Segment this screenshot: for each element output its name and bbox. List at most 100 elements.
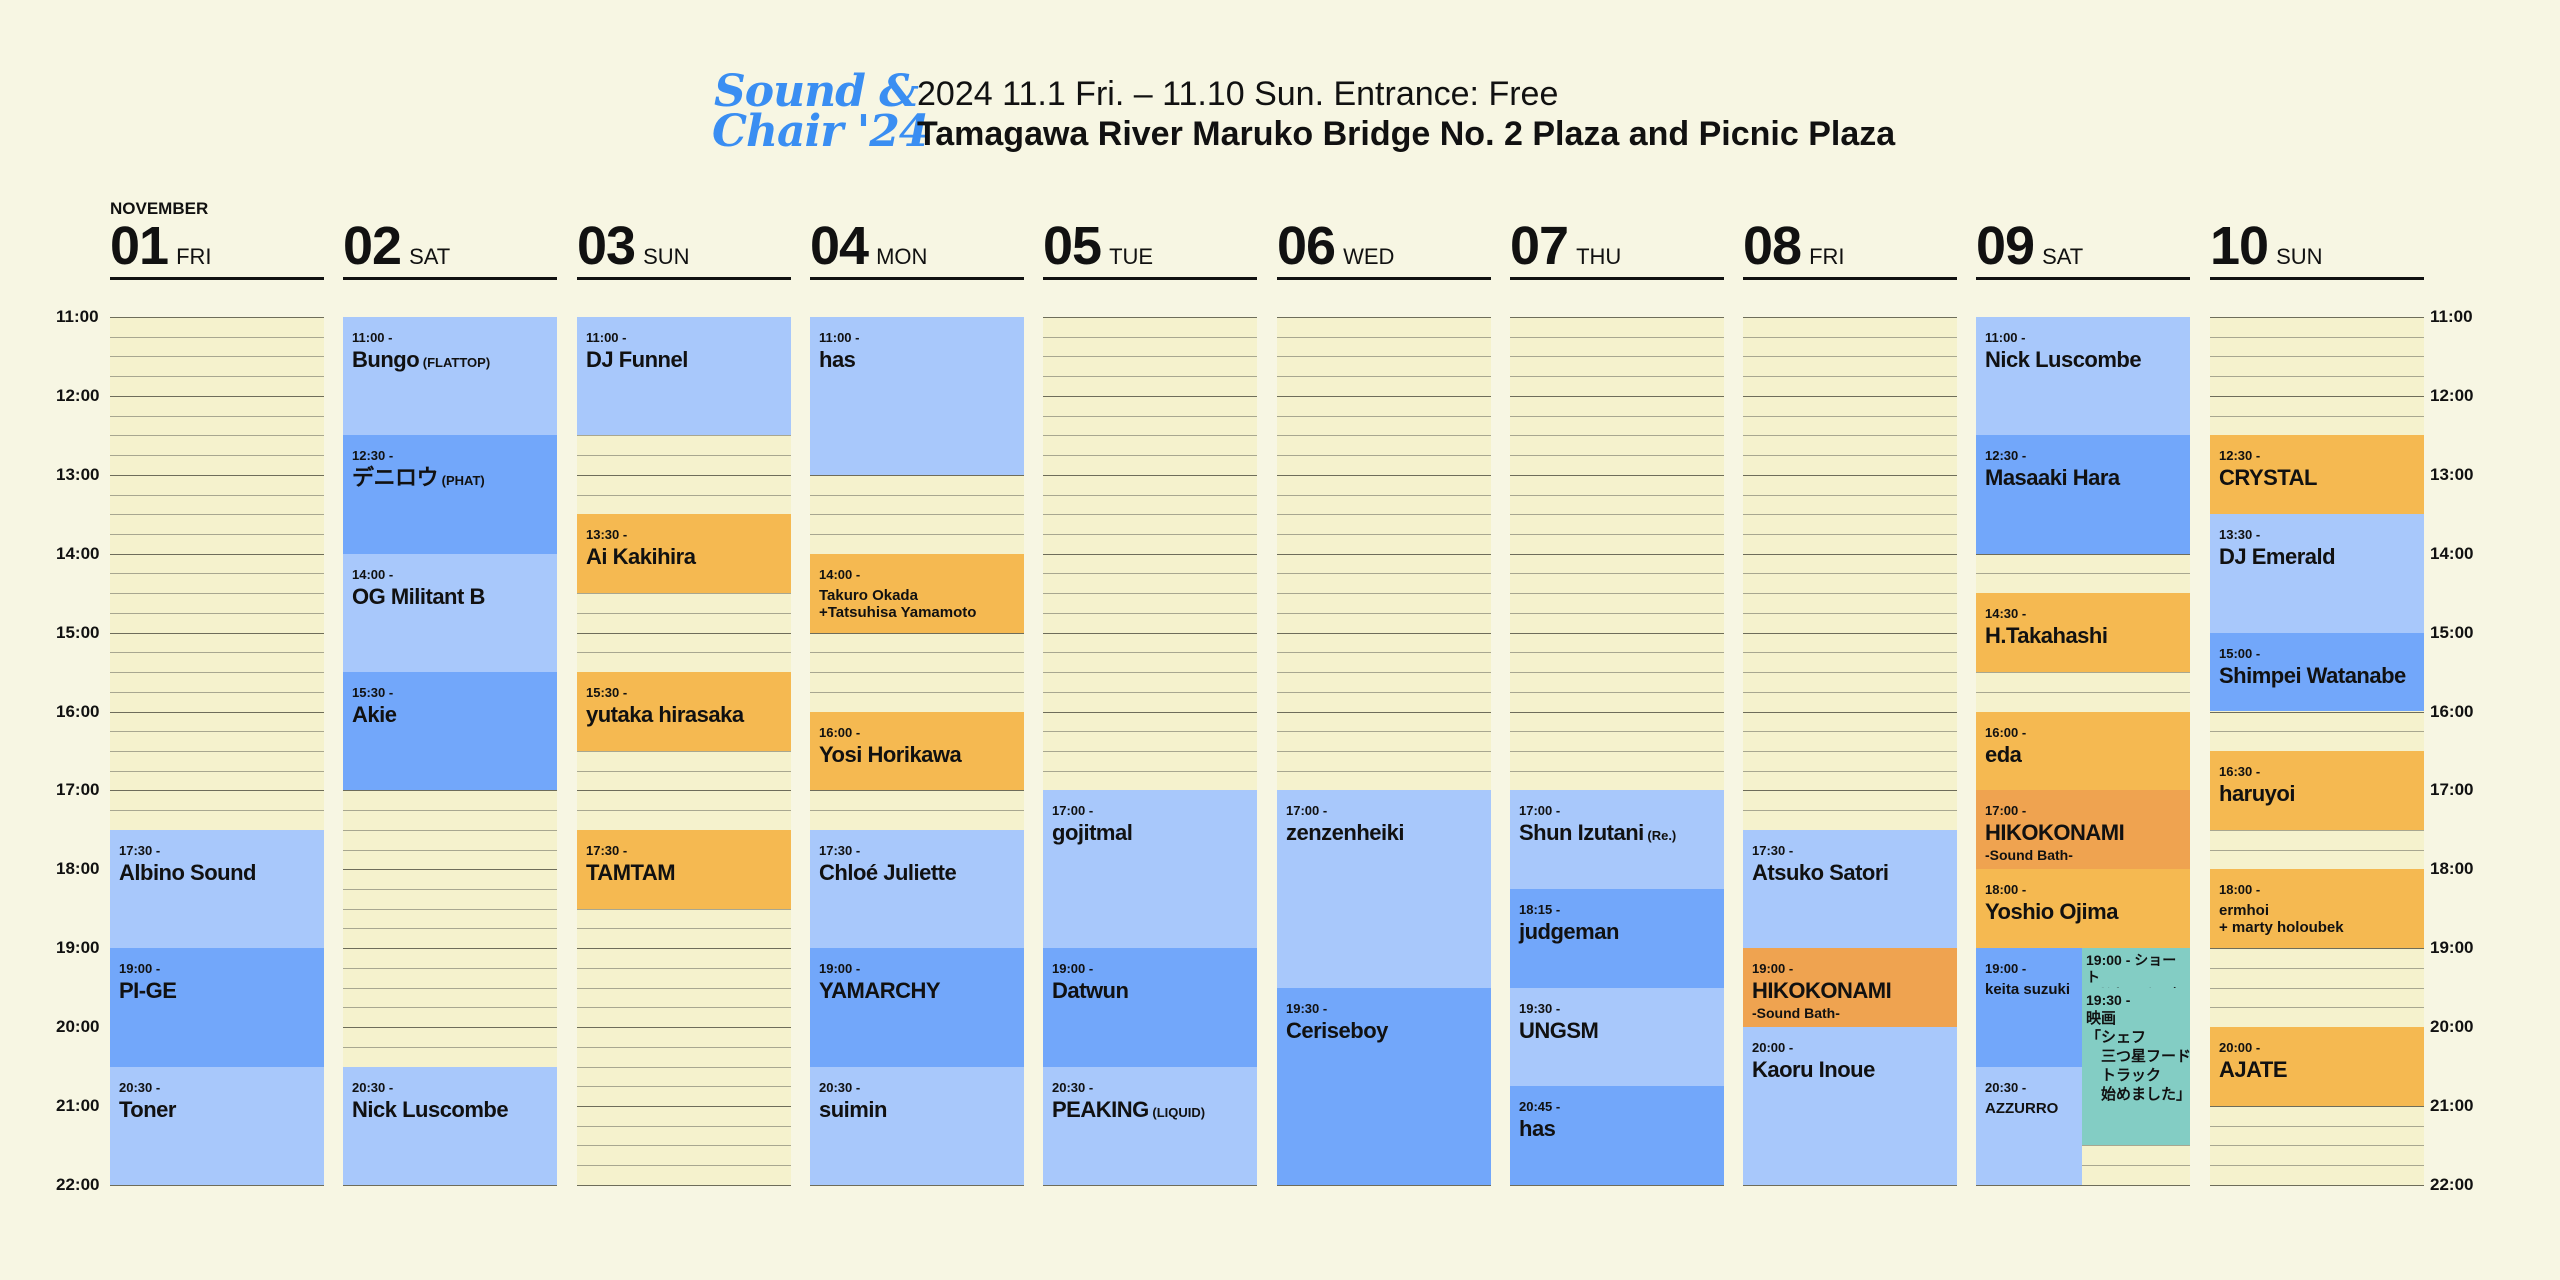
event-block[interactable]: 20:30 - Toner	[110, 1066, 324, 1185]
day-header-01: 01 FRI	[110, 215, 324, 280]
event-block[interactable]: 11:00 - DJ Funnel	[577, 317, 791, 436]
quarter-gridline	[110, 494, 324, 496]
event-block[interactable]: 20:30 - suimin	[810, 1066, 1024, 1185]
event-block[interactable]: 19:00 - ショートドキュメンタリー	[2082, 948, 2190, 988]
event-block[interactable]: 19:00 - YAMARCHY	[810, 948, 1024, 1067]
event-artist: H.Takahashi	[1985, 622, 2190, 650]
hour-gridline	[2210, 948, 2424, 950]
event-artist: Shun Izutani (Re.)	[1519, 819, 1724, 850]
event-artist: eda	[1985, 741, 2190, 769]
hour-gridline	[1743, 395, 1957, 397]
quarter-gridline	[1043, 415, 1257, 417]
artist-name: Datwun	[1052, 978, 1129, 1004]
event-block[interactable]: 17:00 - Shun Izutani (Re.)	[1510, 790, 1724, 890]
event-block[interactable]: 17:00 - HIKOKONAMI -Sound Bath-	[1976, 790, 2190, 870]
event-block[interactable]: 11:00 - has	[810, 317, 1024, 475]
quarter-gridline	[1510, 356, 1724, 358]
day-of-week: SAT	[409, 244, 451, 269]
event-block[interactable]: 19:00 - Datwun	[1043, 948, 1257, 1067]
quarter-gridline	[577, 1066, 791, 1068]
event-time: 17:00 -	[1052, 803, 1094, 819]
event-block[interactable]: 20:00 - AJATE	[2210, 1027, 2424, 1106]
hour-gridline	[1277, 317, 1491, 318]
event-time: 20:45 -	[1519, 1099, 1561, 1115]
quarter-gridline	[1043, 612, 1257, 614]
quarter-gridline	[2210, 967, 2424, 969]
quarter-gridline	[1510, 573, 1724, 575]
event-time: 17:30 -	[1752, 842, 1794, 858]
event-block[interactable]: 17:30 - Atsuko Satori	[1743, 829, 1957, 949]
event-block[interactable]: 14:30 - H.Takahashi	[1976, 593, 2190, 673]
quarter-gridline	[1743, 533, 1957, 535]
quarter-gridline	[110, 376, 324, 378]
event-block[interactable]: 17:00 - gojitmal	[1043, 790, 1257, 949]
event-block[interactable]: 17:00 - zenzenheiki	[1277, 790, 1491, 988]
event-block[interactable]: 19:30 - 映画 「シェフ 三つ星フード トラック 始めました」	[2082, 987, 2190, 1146]
event-block[interactable]: 16:30 - haruyoi	[2210, 750, 2424, 830]
event-block[interactable]: 17:30 - Albino Sound	[110, 829, 324, 949]
quarter-gridline	[810, 672, 1024, 674]
event-block[interactable]: 14:00 - OG Militant B	[343, 553, 557, 673]
hour-label-left: 11:00	[56, 307, 99, 326]
event-block[interactable]: 19:00 - PI-GE	[110, 948, 324, 1067]
event-block[interactable]: 16:00 - eda	[1976, 711, 2190, 791]
hour-gridline	[1277, 474, 1491, 476]
event-block[interactable]: 16:00 - Yosi Horikawa	[810, 711, 1024, 791]
day-header-02: 02 SAT	[343, 215, 557, 280]
event-block[interactable]: 19:30 - UNGSM	[1510, 987, 1724, 1087]
event-block[interactable]: 15:30 - yutaka hirasaka	[577, 672, 791, 751]
event-block[interactable]: 20:00 - Kaoru Inoue	[1743, 1027, 1957, 1185]
quarter-gridline	[1510, 672, 1724, 674]
event-artist: CRYSTAL	[2219, 464, 2424, 492]
event-block[interactable]: 19:00 - HIKOKONAMI -Sound Bath-	[1743, 948, 1957, 1028]
event-block[interactable]: 12:30 - CRYSTAL	[2210, 435, 2424, 515]
hour-gridline	[810, 790, 1024, 792]
event-artist: Shimpei Watanabe	[2219, 662, 2424, 690]
artist-name: Kaoru Inoue	[1752, 1057, 1875, 1083]
event-block[interactable]: 17:30 - TAMTAM	[577, 829, 791, 909]
quarter-gridline	[577, 612, 791, 614]
event-artist: Takuro Okada	[819, 586, 918, 604]
hour-gridline	[110, 317, 324, 318]
artist-name: Bungo	[352, 347, 420, 372]
event-block[interactable]: 18:00 - Yoshio Ojima	[1976, 869, 2190, 949]
event-block[interactable]: 20:30 - PEAKING (LIQUID)	[1043, 1066, 1257, 1185]
event-block[interactable]: 17:30 - Chloé Juliette	[810, 829, 1024, 949]
hour-gridline	[1510, 395, 1724, 397]
hour-gridline	[1277, 711, 1491, 713]
event-block[interactable]: 20:30 - Nick Luscombe	[343, 1066, 557, 1185]
quarter-gridline	[1277, 455, 1491, 457]
event-block[interactable]: 12:30 - Masaaki Hara	[1976, 435, 2190, 554]
event-time: 11:00 -	[586, 330, 627, 345]
event-artist: PI-GE	[119, 977, 324, 1005]
event-block[interactable]: 15:00 - Shimpei Watanabe	[2210, 632, 2424, 712]
day-column-09: 11:00 - Nick Luscombe 12:30 - Masaaki Hara 1…	[1976, 317, 2190, 1186]
event-time: 20:00 -	[2219, 1040, 2261, 1056]
event-block[interactable]: 18:00 - ermhoi + marty holoubek	[2210, 869, 2424, 949]
day-column-03: 11:00 - DJ Funnel 13:30 - Ai Kakihira 15:30 …	[577, 317, 791, 1186]
event-block[interactable]: 13:30 - Ai Kakihira	[577, 514, 791, 594]
event-block[interactable]: 18:15 - judgeman	[1510, 889, 1724, 988]
artist-name: Toner	[119, 1096, 176, 1122]
event-block[interactable]: 20:45 - has	[1510, 1086, 1724, 1185]
event-block[interactable]: 13:30 - DJ Emerald	[2210, 514, 2424, 633]
event-block[interactable]: 19:30 - Ceriseboy	[1277, 987, 1491, 1185]
hour-gridline	[110, 790, 324, 792]
sound-and-chair-logo: Sound & Chair '24	[712, 70, 929, 160]
event-time: 13:30 -	[586, 527, 628, 543]
event-block[interactable]: 20:30 - AZZURRO	[1976, 1066, 2082, 1185]
event-block[interactable]: 15:30 - Akie	[343, 672, 557, 791]
event-time: 17:30 -	[119, 842, 161, 858]
artist-name: PI-GE	[119, 978, 177, 1004]
event-block[interactable]: 19:00 - keita suzuki	[1976, 948, 2082, 1067]
event-block[interactable]: 11:00 - Bungo (FLATTOP)	[343, 317, 557, 436]
event-artist: Yoshio Ojima	[1985, 898, 2190, 926]
event-time: 17:30 -	[586, 842, 628, 858]
quarter-gridline	[1510, 750, 1724, 752]
event-block[interactable]: 12:30 - デニロウ (PHAT)	[343, 435, 557, 554]
day-number: 06	[1277, 216, 1336, 276]
event-block[interactable]: 14:00 - Takuro Okada +Tatsuhisa Yamamoto	[810, 553, 1024, 633]
hour-label-left: 15:00	[56, 622, 100, 642]
event-block[interactable]: 11:00 - Nick Luscombe	[1976, 317, 2190, 436]
quarter-gridline	[110, 455, 324, 457]
